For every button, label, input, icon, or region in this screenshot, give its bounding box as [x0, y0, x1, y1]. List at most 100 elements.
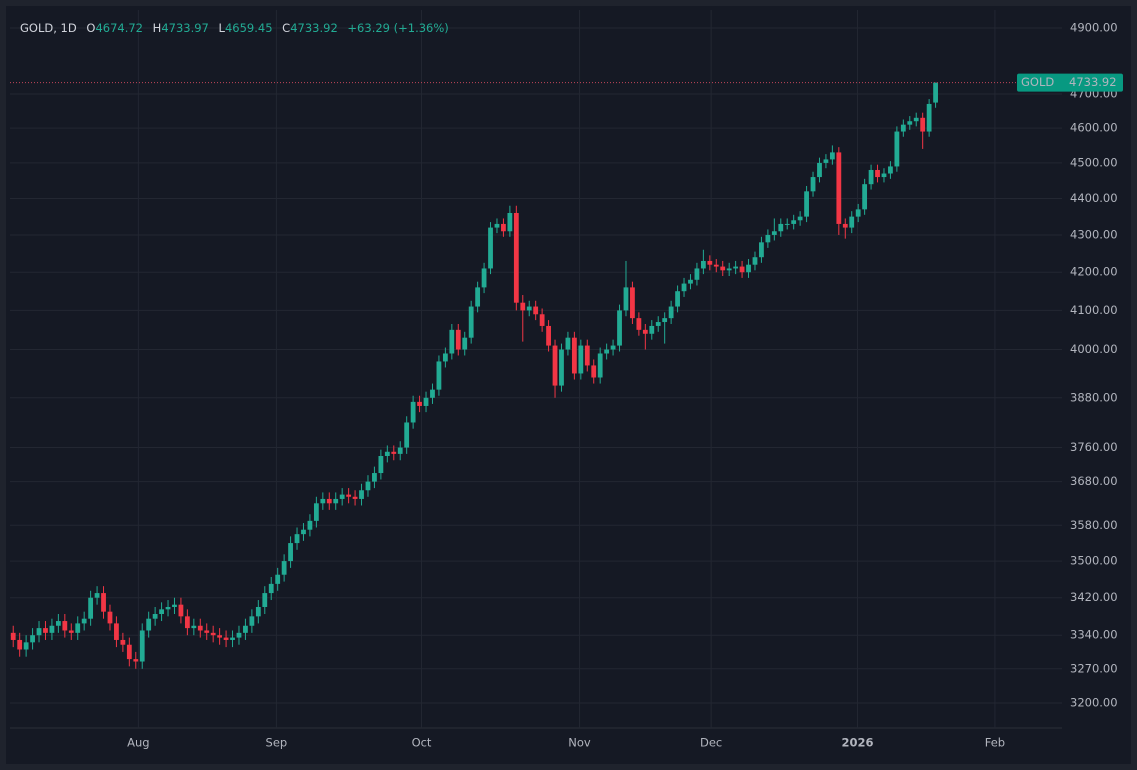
candle-body — [933, 82, 938, 103]
candle-body — [417, 401, 422, 406]
candle-body — [526, 306, 532, 311]
candle-body — [713, 264, 719, 267]
candle-body — [539, 314, 545, 326]
candle-body — [836, 152, 842, 224]
y-tick-label: 4600.00 — [1070, 121, 1118, 135]
candle-body — [759, 242, 764, 258]
candle-body — [681, 283, 687, 292]
candle-body — [501, 223, 506, 232]
x-tick-label: Feb — [985, 736, 1005, 750]
candle-body — [720, 266, 726, 271]
candle-body — [359, 490, 364, 499]
candle-body — [68, 630, 74, 633]
candle-body — [152, 614, 158, 619]
y-tick-label: 3500.00 — [1070, 554, 1118, 568]
candle-body — [481, 268, 487, 288]
candle-body — [114, 623, 119, 640]
candle-body — [217, 635, 223, 638]
candle-body — [262, 593, 268, 608]
candle-body — [739, 266, 745, 273]
candle-body — [520, 302, 526, 311]
candle-body — [894, 131, 900, 167]
candle-body — [913, 117, 919, 122]
candle-body — [675, 291, 680, 307]
candle-body — [468, 306, 474, 338]
candle-body — [855, 209, 861, 217]
y-tick-label: 3200.00 — [1070, 696, 1118, 710]
candle-body — [313, 503, 319, 521]
candle-body — [771, 231, 777, 235]
candle-body — [404, 422, 410, 448]
candle-body — [578, 345, 584, 374]
candle-body — [397, 447, 403, 454]
candle-body — [823, 159, 829, 163]
candle-body — [268, 583, 274, 594]
x-tick-label: 2026 — [842, 736, 874, 750]
candle-body — [623, 287, 629, 311]
candle-body — [462, 337, 468, 350]
candle-body — [159, 609, 164, 615]
y-tick-label: 3880.00 — [1070, 390, 1118, 404]
close-value: 4733.92 — [290, 21, 338, 35]
candle-body — [184, 616, 190, 629]
candle-body — [133, 659, 139, 662]
candle-body — [694, 268, 700, 280]
candle-body — [655, 322, 661, 326]
y-tick-label: 3270.00 — [1070, 661, 1118, 675]
x-tick-label: Aug — [127, 736, 149, 750]
candle-body — [146, 618, 152, 631]
candle-body — [604, 349, 610, 354]
candle-body — [926, 103, 932, 132]
candle-body — [565, 337, 571, 350]
y-tick-label: 3420.00 — [1070, 590, 1118, 604]
candle-body — [223, 637, 229, 640]
candle-body — [307, 520, 313, 530]
candle-body — [881, 173, 887, 178]
candle-body — [23, 642, 29, 650]
last-price-badge — [1017, 73, 1123, 92]
candle-body — [688, 279, 693, 284]
candle-body — [346, 494, 352, 497]
candle-body — [746, 264, 751, 273]
candle-body — [726, 268, 732, 271]
candle-body — [875, 169, 880, 178]
low-label: L — [219, 21, 226, 35]
y-tick-label: 4900.00 — [1070, 21, 1118, 35]
candle-body — [797, 216, 803, 221]
high-label: H — [153, 21, 162, 35]
candle-body — [275, 574, 281, 584]
high-value: 4733.97 — [161, 21, 209, 35]
candle-body — [101, 593, 106, 612]
candle-body — [255, 607, 261, 617]
x-tick-label: Sep — [266, 736, 288, 750]
y-tick-label: 3680.00 — [1070, 474, 1118, 488]
y-tick-label: 4100.00 — [1070, 303, 1118, 317]
candle-body — [920, 117, 926, 132]
candle-body — [333, 498, 339, 504]
y-tick-label: 4000.00 — [1070, 342, 1118, 356]
low-value: 4659.45 — [225, 21, 273, 35]
candle-body — [88, 597, 94, 619]
candle-body — [320, 498, 326, 504]
candle-body — [546, 325, 551, 346]
y-tick-label: 4300.00 — [1070, 227, 1118, 241]
y-tick-label: 3760.00 — [1070, 440, 1118, 454]
candle-body — [391, 451, 397, 454]
axis-labels: 4900.004700.004600.004500.004400.004300.… — [127, 21, 1123, 750]
candle-body — [591, 365, 597, 378]
candle-body — [17, 639, 23, 650]
candle-body — [868, 169, 874, 185]
candle-body — [352, 496, 358, 499]
title: GOLD, 1D — [20, 21, 77, 35]
candle-body — [597, 353, 603, 378]
candle-body — [249, 616, 255, 626]
candle-body — [707, 260, 713, 265]
candle-body — [862, 184, 868, 210]
candle-body — [436, 361, 442, 390]
candle-body — [442, 353, 448, 362]
candle-body — [907, 121, 913, 125]
close-label: C — [282, 21, 290, 35]
candle-body — [365, 481, 371, 491]
candle-body — [120, 639, 126, 645]
